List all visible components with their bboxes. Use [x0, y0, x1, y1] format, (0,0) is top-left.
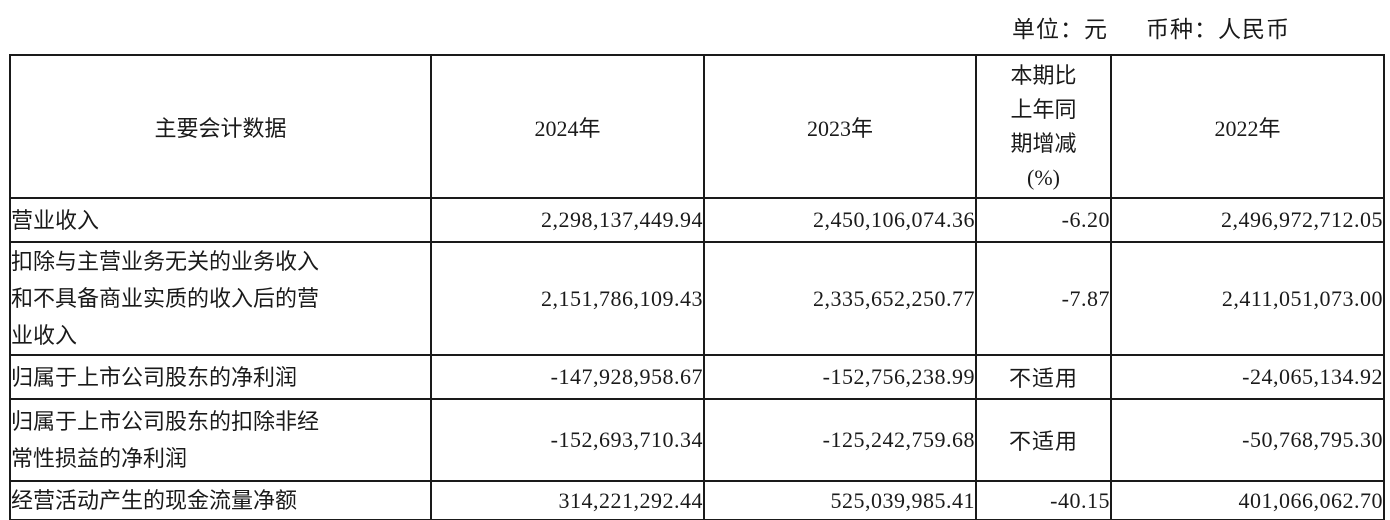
change-pct-cell: -40.15 — [975, 480, 1112, 520]
value-2024-cell: 2,298,137,449.94 — [430, 197, 705, 243]
change-pct-cell: -7.87 — [975, 241, 1112, 356]
value-2022-cell: -24,065,134.92 — [1110, 354, 1385, 400]
change-pct-cell: 不适用 — [975, 398, 1112, 482]
metric-label-cell: 归属于上市公司股东的净利润 — [9, 354, 432, 400]
change-pct-cell: -6.20 — [975, 197, 1112, 243]
table-row-net-profit: 归属于上市公司股东的净利润 -147,928,958.67 -152,756,2… — [9, 354, 1385, 400]
currency-label: 币种：人民币 — [1146, 17, 1290, 42]
table-row-net-profit-excl-nonrecurring: 归属于上市公司股东的扣除非经 常性损益的净利润 -152,693,710.34 … — [9, 398, 1385, 482]
metric-label-cell: 营业收入 — [9, 197, 432, 243]
value-2023-cell: 2,335,652,250.77 — [703, 241, 977, 356]
value-2023-cell: -152,756,238.99 — [703, 354, 977, 400]
col-header-2024: 2024年 — [430, 54, 705, 199]
value-2024-cell: -147,928,958.67 — [430, 354, 705, 400]
value-2022-cell: 401,066,062.70 — [1110, 480, 1385, 520]
change-pct-cell: 不适用 — [975, 354, 1112, 400]
unit-label: 单位：元 — [1012, 17, 1108, 42]
col-header-metric: 主要会计数据 — [9, 54, 432, 199]
table-header-row: 主要会计数据 2024年 2023年 本期比 上年同 期增减 (%) 2022年 — [9, 54, 1385, 199]
table-row-adjusted-revenue: 扣除与主营业务无关的业务收入 和不具备商业实质的收入后的营 业收入 2,151,… — [9, 241, 1385, 356]
value-2022-cell: 2,496,972,712.05 — [1110, 197, 1385, 243]
metric-label-cell: 归属于上市公司股东的扣除非经 常性损益的净利润 — [9, 398, 432, 482]
col-header-2023: 2023年 — [703, 54, 977, 199]
financial-data-table: 主要会计数据 2024年 2023年 本期比 上年同 期增减 (%) 2022年… — [9, 54, 1385, 520]
value-2022-cell: -50,768,795.30 — [1110, 398, 1385, 482]
table-row-operating-cash-flow: 经营活动产生的现金流量净额 314,221,292.44 525,039,985… — [9, 480, 1385, 520]
col-header-change-pct: 本期比 上年同 期增减 (%) — [975, 54, 1112, 199]
metric-label-cell: 经营活动产生的现金流量净额 — [9, 480, 432, 520]
metric-label-cell: 扣除与主营业务无关的业务收入 和不具备商业实质的收入后的营 业收入 — [9, 241, 432, 356]
unit-currency-caption: 单位：元 币种：人民币 — [0, 0, 1390, 54]
value-2023-cell: 2,450,106,074.36 — [703, 197, 977, 243]
table-row-operating-revenue: 营业收入 2,298,137,449.94 2,450,106,074.36 -… — [9, 197, 1385, 243]
value-2024-cell: -152,693,710.34 — [430, 398, 705, 482]
value-2024-cell: 314,221,292.44 — [430, 480, 705, 520]
value-2022-cell: 2,411,051,073.00 — [1110, 241, 1385, 356]
value-2024-cell: 2,151,786,109.43 — [430, 241, 705, 356]
col-header-2022: 2022年 — [1110, 54, 1385, 199]
value-2023-cell: -125,242,759.68 — [703, 398, 977, 482]
value-2023-cell: 525,039,985.41 — [703, 480, 977, 520]
